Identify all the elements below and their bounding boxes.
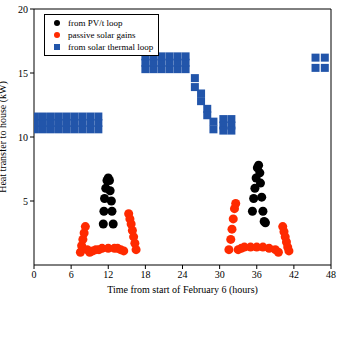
- svg-text:15: 15: [18, 68, 28, 79]
- svg-text:0: 0: [32, 269, 37, 280]
- svg-text:20: 20: [18, 4, 28, 15]
- svg-text:42: 42: [289, 269, 299, 280]
- svg-text:30: 30: [215, 269, 225, 280]
- html-text:from PV/t loop: from PV/t loop: [68, 18, 123, 28]
- svg-text:5: 5: [23, 196, 28, 207]
- svg-text:Time from start of February 6: Time from start of February 6 (hours): [107, 284, 258, 296]
- svg-text:6: 6: [69, 269, 74, 280]
- svg-text:24: 24: [178, 269, 188, 280]
- svg-text:12: 12: [103, 269, 113, 280]
- svg-text:36: 36: [252, 269, 262, 280]
- svg-text:Heat transfer to house (kW): Heat transfer to house (kW): [8, 81, 9, 193]
- html-text:passive solar gains: passive solar gains: [68, 30, 136, 40]
- svg-text:10: 10: [18, 132, 28, 143]
- svg-text:48: 48: [326, 269, 332, 280]
- html-text:from solar thermal loop: from solar thermal loop: [68, 42, 154, 52]
- svg-text:18: 18: [140, 269, 150, 280]
